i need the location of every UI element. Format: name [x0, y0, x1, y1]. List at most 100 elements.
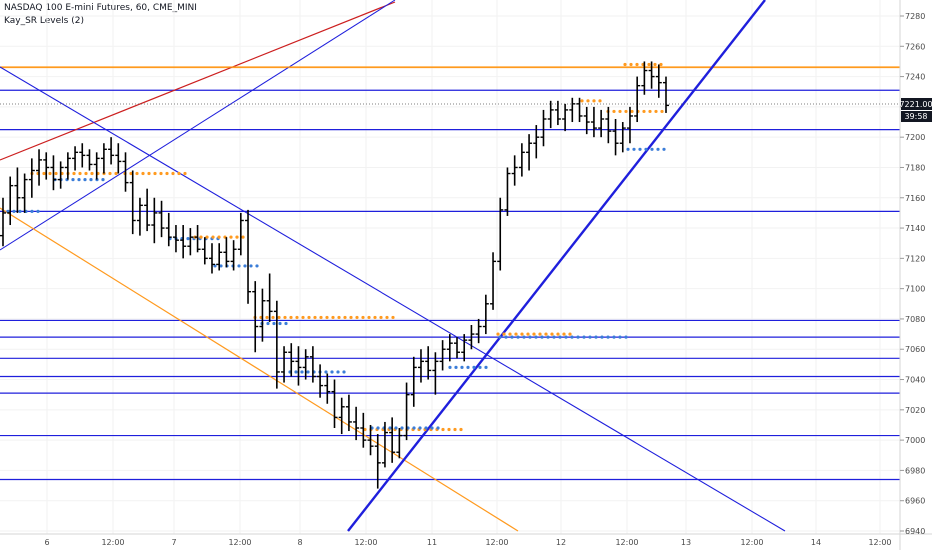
- sr-dot: [141, 171, 145, 176]
- y-tick-label: 7080: [905, 315, 925, 324]
- sr-dot: [520, 332, 524, 336]
- sr-dot: [271, 315, 275, 320]
- sr-dot: [441, 427, 445, 432]
- sr-dot: [379, 315, 383, 320]
- sr-dot: [388, 426, 392, 430]
- sr-dot: [217, 235, 221, 239]
- y-tick-label: 7200: [905, 133, 925, 142]
- sr-dot: [466, 365, 470, 370]
- sr-dot: [656, 147, 660, 151]
- sr-dot: [89, 177, 93, 182]
- sr-dot: [562, 332, 566, 336]
- sr-dot: [400, 426, 404, 430]
- sr-dot: [272, 321, 276, 326]
- y-tick-label: 7160: [905, 194, 925, 203]
- x-tick-label: 13: [681, 538, 691, 547]
- sr-dot: [629, 62, 633, 67]
- sr-dot: [284, 321, 288, 326]
- sr-dot: [623, 62, 627, 67]
- sr-dot: [72, 171, 76, 176]
- sr-dot: [624, 335, 628, 339]
- chart-title: NASDAQ 100 E-mini Futures, 60, CME_MINI: [4, 3, 197, 13]
- x-tick-label: 11: [427, 538, 437, 547]
- y-tick-label: 7180: [905, 163, 925, 172]
- sr-dot: [349, 315, 353, 320]
- sr-dot: [498, 335, 502, 339]
- sr-dot: [331, 315, 335, 320]
- sr-dot: [295, 315, 299, 320]
- x-tick-label: 12:00: [740, 538, 763, 547]
- sr-dot: [644, 147, 648, 151]
- sr-dot: [367, 315, 371, 320]
- x-tick-label: 12:00: [228, 538, 251, 547]
- sr-dot: [632, 147, 636, 151]
- sr-dot: [540, 335, 544, 339]
- sr-dot: [424, 426, 428, 430]
- sr-dot: [534, 335, 538, 339]
- sr-dot: [42, 171, 46, 176]
- sr-dot: [600, 335, 604, 339]
- sr-dot: [129, 171, 133, 176]
- y-tick-label: 7120: [905, 254, 925, 263]
- x-tick-label: 12:00: [615, 538, 638, 547]
- last-price-tag-bg: [901, 98, 932, 110]
- sr-dot: [508, 332, 512, 336]
- sr-dot: [30, 209, 34, 213]
- x-tick-label: 12:00: [485, 538, 508, 547]
- y-tick-label: 7240: [905, 73, 925, 82]
- sr-dot: [355, 315, 359, 320]
- sr-dot: [205, 235, 209, 239]
- sr-dot: [448, 365, 452, 370]
- horizontal-levels: [0, 66, 900, 481]
- sr-dot: [532, 332, 536, 336]
- sr-dot: [385, 315, 389, 320]
- sr-dot: [54, 171, 58, 176]
- x-tick-label: 12:00: [868, 538, 891, 547]
- sr-dot: [546, 335, 550, 339]
- sr-dot: [618, 109, 622, 114]
- y-tick-label: 6980: [905, 466, 925, 475]
- sr-dot: [454, 365, 458, 370]
- sr-dot: [147, 171, 151, 176]
- y-tick-label: 7020: [905, 406, 925, 415]
- sr-dot: [496, 332, 500, 336]
- sr-dot: [153, 171, 157, 176]
- sr-dot: [504, 335, 508, 339]
- sr-dot: [558, 335, 562, 339]
- trend-line-red: [0, 1, 396, 161]
- sr-dot: [592, 99, 596, 103]
- sr-dot: [430, 426, 434, 430]
- trend-line-blue-upper: [0, 0, 396, 251]
- sr-dot: [642, 109, 646, 114]
- sr-dot: [266, 321, 270, 326]
- x-tick-labels: 6 12:00 7 12:00 8 12:00 11 12:00 12 12:00 13 12:00 1…: [44, 538, 891, 547]
- sr-dot: [278, 321, 282, 326]
- sr-dot: [171, 171, 175, 176]
- sr-dot: [544, 332, 548, 336]
- sr-dot: [324, 370, 328, 374]
- sr-dot: [330, 370, 334, 374]
- sr-dot: [662, 147, 666, 151]
- sr-dot: [412, 426, 416, 430]
- sr-dot: [580, 99, 584, 103]
- sr-dot: [301, 315, 305, 320]
- last-price-tag: 7221.00 39:58: [899, 98, 932, 122]
- sr-dot: [277, 315, 281, 320]
- y-tick-labels: 6940 6960 6980 7000 7020 7040 7060 7080 7100 7120…: [900, 12, 925, 536]
- sr-dot: [626, 147, 630, 151]
- sr-dot: [516, 335, 520, 339]
- sr-dot: [306, 370, 310, 374]
- x-tick-label: 7: [171, 538, 176, 547]
- sr-dot: [237, 264, 241, 268]
- trend-lines: [0, 0, 900, 532]
- sr-dot: [48, 171, 52, 176]
- sr-dot: [265, 315, 269, 320]
- sr-dot: [653, 62, 657, 67]
- trend-line-blue-descending: [0, 66, 786, 532]
- sr-dot: [300, 370, 304, 374]
- sr-dot: [522, 335, 526, 339]
- y-tick-label: 7000: [905, 436, 925, 445]
- sr-dot: [199, 235, 203, 239]
